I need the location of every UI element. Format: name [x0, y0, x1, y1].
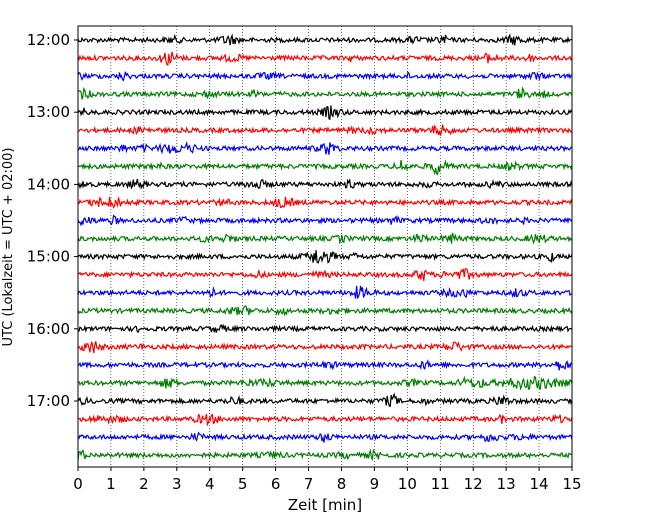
y-tick-label: 14:00 — [27, 175, 70, 193]
trace-line — [77, 323, 573, 334]
trace-line — [77, 196, 573, 209]
x-tick-label: 3 — [172, 475, 182, 493]
y-tick-label: 16:00 — [27, 320, 70, 338]
x-axis-ticks: 0 1 2 3 4 5 6 7 8 9 10 11 12 13 14 15 — [73, 467, 582, 493]
trace-line — [77, 232, 573, 245]
y-tick-label: 15:00 — [27, 248, 70, 266]
x-tick-label: 5 — [238, 475, 248, 493]
trace-line — [77, 214, 573, 227]
trace-line — [78, 124, 573, 136]
y-tick-label: 17:00 — [27, 392, 70, 410]
x-tick-label: 9 — [370, 475, 380, 493]
trace-line — [77, 105, 573, 120]
x-tick-label: 6 — [271, 475, 281, 493]
trace-line — [77, 159, 573, 176]
x-tick-label: 0 — [73, 475, 83, 493]
trace-line — [77, 51, 573, 66]
trace-line — [77, 359, 573, 371]
y-axis-label: UTC (Lokalzeit = UTC + 02:00) — [1, 148, 16, 347]
trace-line — [77, 141, 573, 155]
trace-line — [77, 413, 573, 427]
x-tick-label: 12 — [464, 475, 483, 493]
x-tick-label: 2 — [139, 475, 149, 493]
x-tick-label: 15 — [562, 475, 581, 493]
plot-frame — [77, 25, 573, 468]
trace-line — [77, 177, 573, 190]
trace-line — [77, 448, 573, 462]
x-tick-label: 7 — [304, 475, 314, 493]
trace-group — [77, 33, 573, 462]
x-tick-label: 10 — [398, 475, 417, 493]
trace-line — [77, 392, 573, 408]
x-tick-label: 4 — [205, 475, 215, 493]
trace-line — [77, 375, 573, 391]
x-tick-label: 14 — [530, 475, 549, 493]
y-tick-label: 12:00 — [27, 31, 70, 49]
x-axis-label: Zeit [min] — [288, 496, 362, 514]
x-tick-label: 1 — [106, 475, 116, 493]
trace-line — [77, 71, 573, 82]
trace-line — [77, 33, 573, 46]
trace-line — [77, 305, 573, 317]
trace-line — [77, 341, 572, 354]
y-tick-label: 13:00 — [27, 103, 70, 121]
x-tick-label: 13 — [497, 475, 516, 493]
x-tick-label: 11 — [431, 475, 450, 493]
trace-line — [77, 268, 573, 281]
y-axis-ticks: 12:00 13:00 14:00 15:00 16:00 17:00 — [27, 31, 78, 410]
trace-line — [77, 431, 573, 443]
trace-line — [77, 86, 573, 100]
trace-line — [77, 250, 573, 264]
x-tick-label: 8 — [337, 475, 347, 493]
trace-line — [77, 285, 573, 300]
